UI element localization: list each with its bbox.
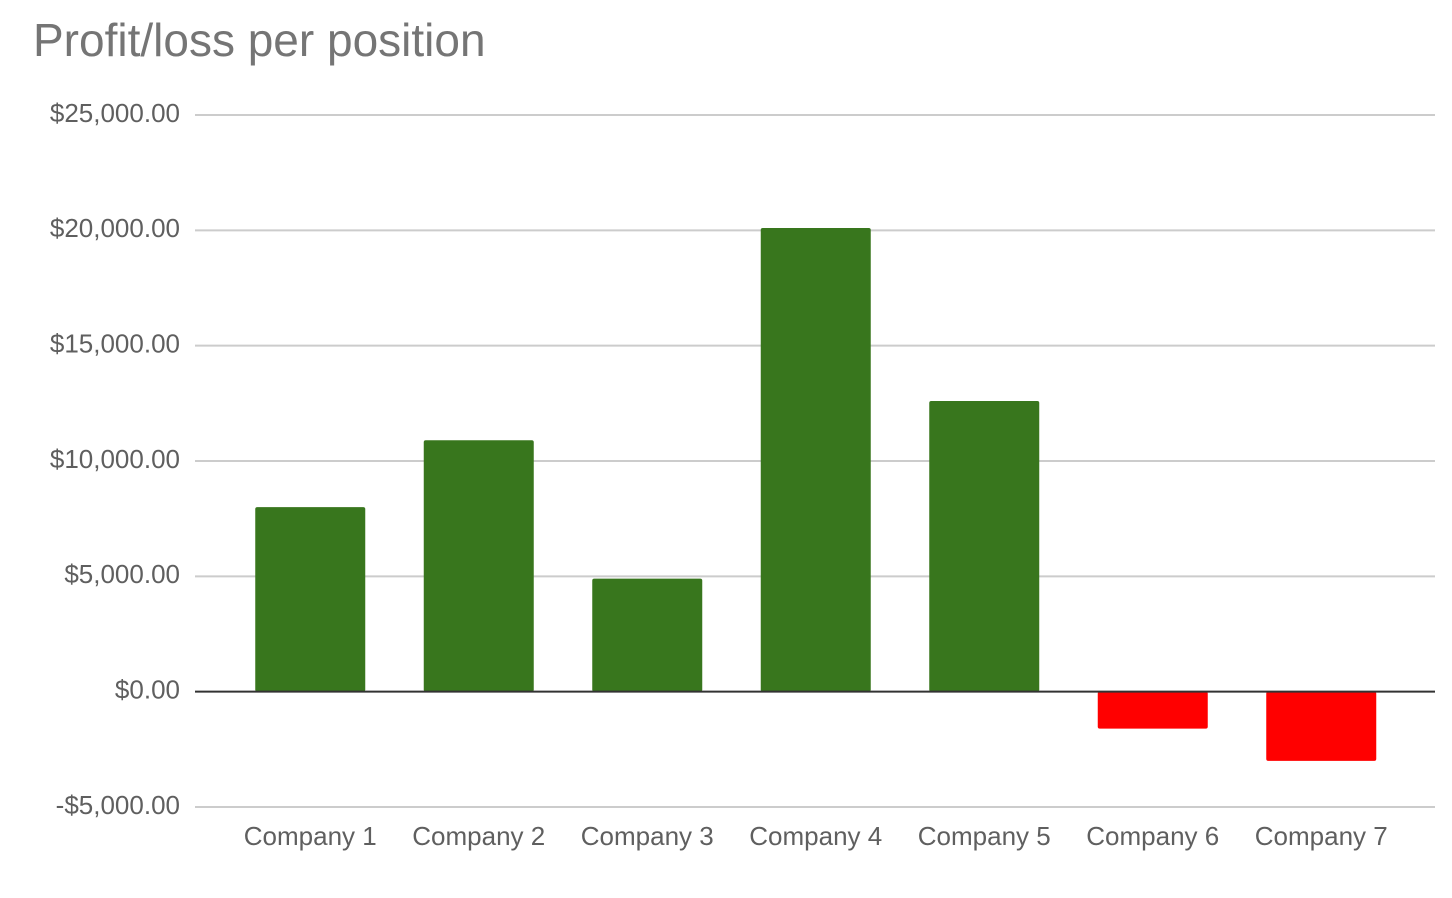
x-tick-label: Company 4 [749,821,882,851]
chart-title: Profit/loss per position [33,14,486,66]
bar [1266,691,1377,761]
y-tick-label: $15,000.00 [50,329,180,359]
y-tick-label: $25,000.00 [50,98,180,128]
bar [423,440,534,692]
x-tick-label: Company 3 [581,821,714,851]
bar [255,507,366,692]
y-tick-label: $5,000.00 [64,559,180,589]
x-tick-label: Company 6 [1086,821,1219,851]
y-tick-label: -$5,000.00 [56,790,180,820]
bar [760,228,871,692]
bar [929,401,1040,692]
x-tick-label: Company 2 [412,821,545,851]
bar [592,578,703,692]
y-tick-label: $0.00 [115,675,180,705]
y-tick-label: $20,000.00 [50,213,180,243]
x-tick-label: Company 1 [244,821,377,851]
x-tick-label: Company 7 [1255,821,1388,851]
bar [1097,691,1208,729]
y-tick-label: $10,000.00 [50,444,180,474]
x-tick-label: Company 5 [918,821,1051,851]
